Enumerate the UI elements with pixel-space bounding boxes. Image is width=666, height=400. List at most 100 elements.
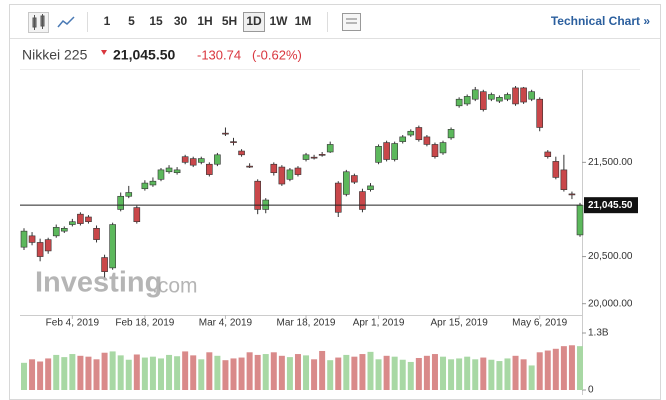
down-indicator [101, 50, 107, 55]
last-price: 21,045.50 [113, 47, 175, 63]
candle-body [93, 228, 100, 240]
volume-bar [133, 354, 140, 390]
volume-bar [206, 352, 213, 390]
candle-body [270, 163, 278, 174]
volume-bar [149, 356, 156, 390]
candle-body [568, 193, 576, 196]
candle-body [52, 227, 60, 237]
candle-body [447, 129, 455, 139]
interval-button[interactable]: 5 [128, 14, 135, 28]
volume-bar [303, 355, 310, 390]
volume-bar [77, 355, 84, 390]
candle-body [69, 221, 76, 225]
candle-body [407, 130, 415, 136]
candle-body [117, 195, 124, 210]
volume-bar [190, 355, 197, 390]
volume-bar [109, 351, 116, 390]
candle-body [471, 89, 479, 100]
plot: 20,000.00 20,500.00 21,500.00 0 1.3B Feb 4, 2… [20, 86, 638, 396]
interval-button[interactable]: 1D [246, 14, 262, 28]
candle-body [20, 230, 28, 248]
candle-body [206, 163, 213, 175]
volume-bar [512, 355, 519, 390]
volume-bar [29, 359, 36, 390]
candle-body [286, 169, 294, 180]
volume-bar [319, 350, 326, 390]
volume-bar [536, 352, 543, 390]
interval-button[interactable]: 1H [197, 14, 212, 28]
candle-body [109, 224, 116, 269]
volume-bar [182, 351, 189, 390]
candle-body [504, 94, 511, 100]
candle-body [439, 142, 447, 154]
volume-tick-label: 1.3B [588, 328, 609, 339]
volume-bar [37, 361, 44, 390]
technical-chart-link[interactable]: Technical Chart » [551, 14, 650, 28]
volume-bar [456, 358, 463, 390]
volume-bar [61, 357, 68, 390]
volume-bar [157, 358, 164, 390]
interval-button[interactable]: 5H [222, 14, 237, 28]
candle-body [383, 142, 390, 160]
x-tick-label: Apr 15, 2019 [430, 318, 488, 329]
volume-bar [528, 365, 535, 390]
interval-button[interactable]: 1M [295, 14, 312, 28]
volume-bar [311, 359, 318, 390]
candle-body [77, 213, 84, 224]
candle-body [351, 175, 358, 183]
last-price-label: 21,045.50 [588, 200, 633, 211]
interval-button[interactable]: 15 [149, 14, 163, 28]
volume-bar [286, 357, 293, 390]
candle-body [294, 167, 302, 175]
settings-button[interactable] [342, 13, 361, 31]
candle-body [173, 169, 181, 174]
candle-body [520, 87, 527, 103]
candle-body [544, 151, 552, 157]
volume-bar [415, 357, 422, 390]
volume-bar [85, 356, 92, 390]
volume-bar [166, 354, 173, 390]
volume-bar [359, 354, 366, 390]
volume-bar [270, 352, 277, 390]
candle-body [157, 169, 165, 180]
volume-bar [230, 358, 237, 390]
candle-body [334, 182, 342, 213]
volume-bar [560, 346, 567, 390]
volume-bar [45, 358, 52, 390]
volume-bar [504, 358, 511, 390]
candle-type-button[interactable] [28, 12, 49, 33]
candle-body [36, 242, 44, 257]
volume-bar [448, 359, 455, 390]
x-tick-label: Apr 1, 2019 [353, 318, 405, 329]
candle-body [318, 154, 326, 156]
last-price-tag [584, 197, 638, 214]
volume-bar [351, 356, 358, 390]
volume-bar [472, 359, 479, 390]
volume-bar [21, 362, 27, 390]
candle-body [28, 235, 36, 243]
interval-button[interactable]: 1W [270, 14, 289, 28]
candle-body [415, 127, 423, 141]
price-change: -130.74 [197, 47, 241, 62]
y-tick-label: 21,500.00 [588, 157, 633, 168]
volume-bar [407, 361, 414, 390]
line-type-button[interactable] [57, 16, 75, 28]
candle-body [496, 97, 503, 102]
volume-bar [391, 356, 398, 390]
instrument-name: Nikkei 225 [22, 47, 88, 63]
volume-bar [431, 354, 438, 390]
volume-bar [125, 359, 132, 390]
volume-bar [335, 357, 342, 390]
interval-button[interactable]: 1 [104, 14, 111, 28]
candle-body [222, 132, 229, 135]
candle-body [302, 154, 310, 160]
volume-bar [480, 357, 487, 390]
candle-body [536, 98, 544, 128]
volume-bar [375, 359, 382, 390]
y-tick-label: 20,000.00 [588, 298, 633, 309]
volume-bar [440, 356, 447, 390]
volume-bar [117, 355, 124, 390]
interval-button[interactable]: 30 [174, 14, 188, 28]
candle-body [560, 169, 568, 190]
